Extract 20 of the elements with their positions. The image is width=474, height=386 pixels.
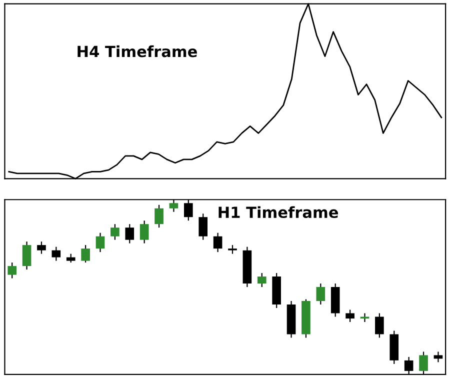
candlestick	[434, 351, 443, 363]
candlestick	[140, 220, 149, 244]
candlestick	[81, 244, 90, 264]
candlestick	[37, 241, 46, 254]
candlestick	[52, 246, 61, 262]
candlestick	[198, 213, 208, 240]
candlestick	[213, 232, 222, 253]
candlestick	[8, 262, 16, 279]
candlestick	[22, 241, 32, 270]
chart-title: H1 Timeframe	[218, 206, 338, 218]
candlestick	[125, 224, 134, 244]
candlestick	[316, 282, 326, 306]
candlestick	[346, 309, 354, 323]
candlestick	[257, 272, 266, 288]
candlestick	[110, 224, 120, 240]
candlestick	[154, 204, 164, 228]
candlestick	[96, 232, 105, 253]
text: H4 Timeframe	[78, 45, 197, 58]
candlestick	[375, 312, 384, 338]
candlestick	[360, 312, 370, 323]
